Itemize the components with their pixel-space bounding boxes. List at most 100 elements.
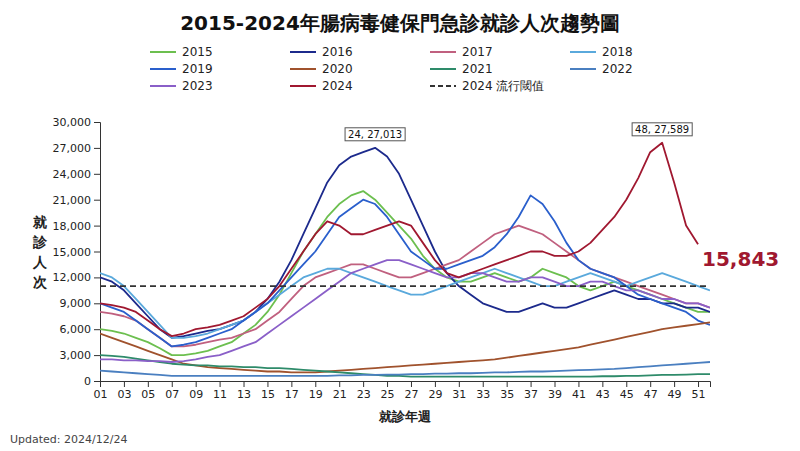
- y-tick-mark: [94, 277, 100, 278]
- series-line: [100, 355, 710, 377]
- x-tick: 27: [404, 381, 418, 401]
- legend-item: 2021: [430, 62, 493, 76]
- x-tick: 09: [189, 381, 203, 401]
- y-tick: 12,000: [53, 271, 101, 284]
- x-tick-mark: [602, 381, 603, 387]
- x-axis: 0103050709111315171921232527293133353739…: [94, 381, 711, 401]
- legend-label: 2021: [462, 62, 493, 76]
- x-tick-mark: [100, 381, 101, 387]
- x-tick-mark: [363, 381, 364, 387]
- legend-item: 2023: [150, 79, 213, 93]
- x-tick-label: 43: [596, 388, 610, 401]
- y-tick-mark: [94, 381, 100, 382]
- x-tick-label: 05: [141, 388, 155, 401]
- annotation-label: 48, 27,589: [635, 124, 689, 135]
- y-axis-title: 就診人次: [32, 214, 48, 290]
- x-tick: 33: [476, 381, 490, 401]
- x-tick-label: 37: [524, 388, 538, 401]
- x-tick-label: 19: [309, 388, 323, 401]
- legend-swatch: [430, 85, 456, 87]
- footnote: Updated: 2024/12/24: [10, 433, 127, 446]
- y-tick-mark: [94, 252, 100, 253]
- x-tick-label: 13: [237, 388, 251, 401]
- chart-svg: 2015-2024年腸病毒健保門急診就診人次趨勢圖201520162017201…: [0, 0, 800, 451]
- x-tick: 51: [692, 381, 706, 401]
- legend-swatch: [570, 68, 596, 70]
- y-tick-mark: [94, 355, 100, 356]
- x-tick-label: 39: [548, 388, 562, 401]
- legend-item: 2022: [570, 62, 633, 76]
- legend-item: 2019: [150, 62, 213, 76]
- x-tick: 23: [357, 381, 371, 401]
- x-tick-label: 49: [668, 388, 682, 401]
- x-tick-label: 31: [452, 388, 466, 401]
- x-tick: 05: [141, 381, 155, 401]
- x-tick: 29: [428, 381, 442, 401]
- x-tick: 41: [572, 381, 586, 401]
- x-tick-mark: [435, 381, 436, 387]
- y-tick-mark: [94, 200, 100, 201]
- x-tick-mark: [244, 381, 245, 387]
- x-tick: 03: [117, 381, 131, 401]
- y-tick: 18,000: [53, 220, 101, 233]
- x-tick-mark: [291, 381, 292, 387]
- y-tick-mark: [94, 174, 100, 175]
- x-tick-label: 15: [261, 388, 275, 401]
- y-tick-label: 21,000: [53, 194, 92, 207]
- y-tick: 9,000: [60, 297, 101, 310]
- x-tick: 17: [285, 381, 299, 401]
- annotation-box: [632, 123, 692, 136]
- annotation-label: 15,843: [702, 247, 779, 271]
- x-tick-mark: [172, 381, 173, 387]
- y-tick: 15,000: [53, 246, 101, 259]
- x-tick-label: 23: [357, 388, 371, 401]
- x-tick-mark: [339, 381, 340, 387]
- x-axis-title: 就診年週: [378, 409, 432, 424]
- y-tick-mark: [94, 122, 100, 123]
- y-tick: 30,000: [53, 116, 101, 129]
- x-tick-mark: [507, 381, 508, 387]
- y-tick-label: 3,000: [60, 349, 92, 362]
- series-line: [100, 195, 710, 346]
- x-tick: 11: [213, 381, 227, 401]
- x-tick: 31: [452, 381, 466, 401]
- title: 2015-2024年腸病毒健保門急診就診人次趨勢圖: [180, 11, 620, 35]
- legend-swatch: [290, 68, 316, 70]
- x-tick-label: 01: [94, 388, 108, 401]
- y-tick-label: 6,000: [60, 323, 92, 336]
- legend-item: 2024: [290, 79, 353, 93]
- x-tick-label: 09: [189, 388, 203, 401]
- y-tick-label: 15,000: [53, 246, 92, 259]
- y-tick: 24,000: [53, 168, 101, 181]
- x-tick-label: 17: [285, 388, 299, 401]
- y-tick-mark: [94, 148, 100, 149]
- x-tick-mark: [148, 381, 149, 387]
- x-tick-mark: [483, 381, 484, 387]
- x-tick-label: 03: [117, 388, 131, 401]
- annotation-box: [345, 128, 405, 141]
- series-line: [100, 285, 710, 287]
- series-line: [100, 269, 710, 338]
- y-tick-label: 12,000: [53, 271, 92, 284]
- annotation: 24, 27,013: [345, 128, 405, 141]
- x-tick-label: 25: [381, 388, 395, 401]
- legend-swatch: [150, 68, 176, 70]
- legend-label: 2019: [182, 62, 213, 76]
- y-tick: 27,000: [53, 142, 101, 155]
- legend-label: 2015: [182, 45, 213, 59]
- x-tick-label: 11: [213, 388, 227, 401]
- legend-label: 2020: [322, 62, 353, 76]
- legend-label: 2022: [602, 62, 633, 76]
- y-axis: 03,0006,0009,00012,00015,00018,00021,000…: [53, 116, 101, 388]
- x-tick-mark: [315, 381, 316, 387]
- y-tick-label: 24,000: [53, 168, 92, 181]
- legend-swatch: [430, 68, 456, 70]
- x-tick-label: 45: [620, 388, 634, 401]
- y-tick-label: 9,000: [60, 297, 92, 310]
- x-tick-mark: [578, 381, 579, 387]
- legend-swatch: [290, 51, 316, 53]
- x-tick-mark: [459, 381, 460, 387]
- legend-item: 2015: [150, 45, 213, 59]
- legend-swatch: [150, 85, 176, 87]
- x-tick-label: 21: [333, 388, 347, 401]
